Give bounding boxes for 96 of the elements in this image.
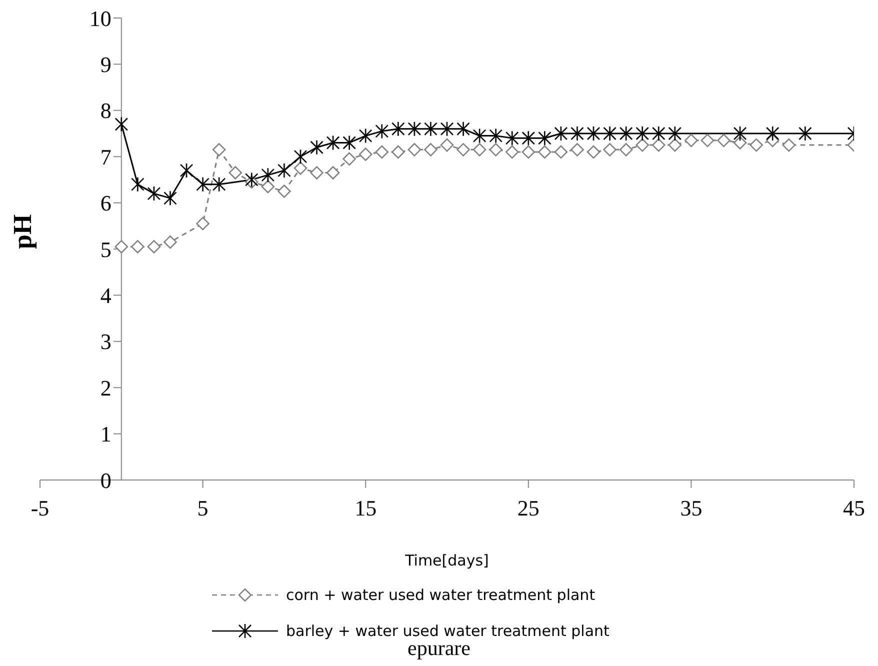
point <box>244 172 258 188</box>
point <box>131 176 144 192</box>
point <box>294 148 308 164</box>
point <box>522 145 536 159</box>
point <box>603 143 616 156</box>
x-tick-label: -5 <box>30 496 50 521</box>
y-tick-label: 4 <box>100 283 112 308</box>
point <box>424 143 438 156</box>
point <box>636 126 650 142</box>
point <box>538 130 552 146</box>
point <box>456 121 470 137</box>
legend-label: corn + water used water treatment plant <box>286 586 596 604</box>
point <box>392 121 405 137</box>
point <box>489 143 502 156</box>
y-tick-label: 1 <box>100 422 112 447</box>
point <box>619 126 633 142</box>
point <box>180 162 194 178</box>
point <box>375 124 389 139</box>
point <box>392 145 405 159</box>
x-tick-label: 35 <box>680 496 702 521</box>
y-tick-label: 0 <box>100 468 112 493</box>
point <box>196 176 210 192</box>
point <box>750 138 763 152</box>
point <box>131 240 144 254</box>
point <box>652 138 666 152</box>
point <box>326 135 340 150</box>
point <box>570 126 584 142</box>
point <box>310 140 324 156</box>
point <box>358 148 372 161</box>
point <box>310 166 324 180</box>
point <box>472 143 486 156</box>
point <box>505 145 519 159</box>
y-axis-title: pH <box>8 214 38 249</box>
y-tick-label: 7 <box>100 144 112 170</box>
point <box>294 162 308 175</box>
point <box>456 143 470 156</box>
x-axis-title: Time[days] <box>404 552 489 570</box>
point <box>196 216 210 230</box>
point <box>766 126 780 142</box>
point <box>554 145 568 159</box>
y-tick-label: 3 <box>100 329 112 354</box>
point <box>603 126 616 142</box>
y-tick-label: 2 <box>100 375 112 400</box>
point <box>358 128 372 144</box>
point <box>489 128 502 144</box>
point <box>733 126 747 142</box>
point <box>522 130 536 146</box>
point <box>717 134 730 148</box>
x-tick-label: 25 <box>517 496 540 521</box>
point <box>147 186 161 202</box>
point <box>554 126 568 142</box>
point <box>782 138 796 152</box>
point <box>636 138 650 152</box>
x-tick-label: 45 <box>843 496 865 521</box>
point <box>586 126 600 142</box>
point <box>733 136 747 150</box>
y-tick-label: 5 <box>100 236 112 262</box>
point <box>668 126 682 142</box>
point <box>408 143 422 156</box>
point <box>164 190 177 206</box>
point <box>228 166 242 180</box>
y-tick-label: 8 <box>100 98 112 124</box>
point <box>668 138 682 152</box>
point <box>212 143 226 156</box>
y-tick-label: 9 <box>100 52 112 78</box>
point <box>619 143 633 156</box>
point <box>586 145 600 159</box>
point <box>440 121 454 137</box>
point <box>505 130 519 146</box>
point <box>147 240 161 254</box>
point <box>652 126 666 142</box>
point <box>472 128 486 144</box>
point <box>342 152 356 166</box>
y-tick-label: 10 <box>89 6 112 31</box>
point <box>278 184 291 198</box>
point <box>538 145 552 159</box>
x-tick-label: 15 <box>354 496 377 521</box>
x-tick-label: 5 <box>197 496 208 521</box>
point <box>114 240 128 254</box>
point <box>700 134 714 148</box>
point <box>261 180 275 194</box>
point <box>212 176 226 192</box>
point <box>261 167 275 183</box>
point <box>278 162 291 178</box>
point <box>440 138 454 152</box>
point <box>326 166 340 180</box>
point <box>114 116 128 132</box>
point <box>342 135 356 150</box>
point <box>424 121 438 137</box>
point <box>798 126 812 142</box>
point <box>375 145 389 159</box>
point <box>570 143 584 156</box>
point <box>684 134 698 148</box>
y-tick-label: 6 <box>100 190 112 216</box>
point <box>408 121 422 137</box>
point <box>164 235 177 249</box>
